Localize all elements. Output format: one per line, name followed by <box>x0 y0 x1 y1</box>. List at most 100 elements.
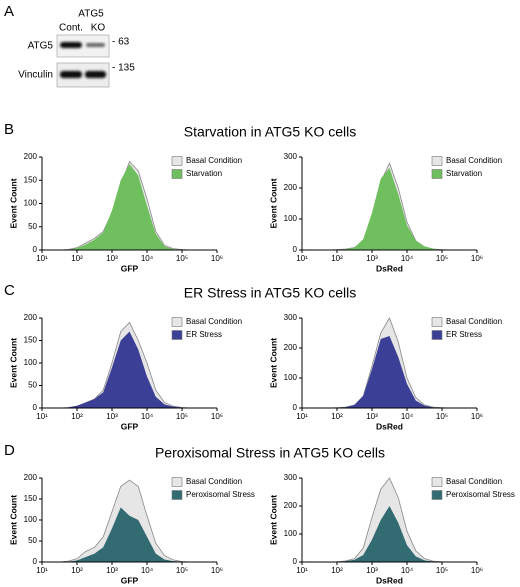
legend-swatch <box>171 169 183 179</box>
x-tick-label: 10² <box>71 412 83 421</box>
panel-label: D <box>4 442 15 459</box>
y-tick-label: 0 <box>293 557 298 566</box>
y-tick-label: 0 <box>293 245 298 254</box>
section-title: ER Stress in ATG5 KO cells <box>184 285 356 301</box>
y-axis-label: Event Count <box>8 178 18 228</box>
x-axis-label: GFP <box>121 575 139 585</box>
legend-swatch <box>431 169 443 179</box>
x-tick-label: 10⁵ <box>176 254 188 263</box>
x-tick-label: 10⁵ <box>436 412 448 421</box>
legend-label: Basal Condition <box>446 477 502 486</box>
legend-swatch <box>171 156 183 166</box>
x-tick-label: 10² <box>331 566 343 575</box>
legend-label: ER Stress <box>186 330 222 339</box>
x-tick-label: 10⁶ <box>471 566 483 575</box>
x-tick-label: 10³ <box>106 254 118 263</box>
histogram-area <box>319 336 460 408</box>
x-tick-label: 10⁶ <box>211 254 223 263</box>
y-tick-label: 300 <box>284 313 298 322</box>
histogram-area <box>319 167 460 250</box>
y-tick-label: 50 <box>28 381 37 390</box>
legend-swatch <box>171 330 183 340</box>
row-label: ATG5 <box>28 41 54 52</box>
y-tick-label: 150 <box>24 494 38 503</box>
y-tick-label: 300 <box>284 152 298 161</box>
legend-swatch <box>431 156 443 166</box>
section-title: Starvation in ATG5 KO cells <box>184 124 356 140</box>
x-axis-label: DsRed <box>376 575 403 585</box>
y-tick-label: 100 <box>284 214 298 223</box>
x-tick-label: 10¹ <box>296 412 308 421</box>
x-tick-label: 10³ <box>366 412 378 421</box>
x-axis-label: DsRed <box>376 263 403 273</box>
y-tick-label: 100 <box>284 373 298 382</box>
legend-label: Peroxisomal Stress <box>446 490 515 499</box>
legend-swatch <box>171 317 183 327</box>
x-axis-label: GFP <box>121 263 139 273</box>
y-tick-label: 0 <box>33 245 38 254</box>
section-title: Peroxisomal Stress in ATG5 KO cells <box>155 445 385 461</box>
blot-band <box>60 71 82 78</box>
lane-label: KO <box>91 23 106 34</box>
x-tick-label: 10⁴ <box>401 566 414 575</box>
y-tick-label: 200 <box>24 473 38 482</box>
x-tick-label: 10² <box>331 254 343 263</box>
panel-label: A <box>4 3 14 20</box>
x-tick-label: 10⁵ <box>436 566 448 575</box>
y-tick-label: 50 <box>28 536 37 545</box>
blot-header: ATG5 <box>78 9 104 20</box>
x-tick-label: 10¹ <box>36 566 48 575</box>
x-tick-label: 10⁴ <box>401 412 414 421</box>
y-tick-label: 200 <box>24 152 38 161</box>
x-tick-label: 10³ <box>106 412 118 421</box>
x-axis-label: DsRed <box>376 421 403 431</box>
legend-swatch <box>171 477 183 487</box>
histogram-area <box>319 506 460 562</box>
x-tick-label: 10⁶ <box>211 412 223 421</box>
legend-label: Basal Condition <box>186 477 242 486</box>
x-tick-label: 10⁶ <box>211 566 223 575</box>
x-tick-label: 10⁴ <box>141 254 154 263</box>
x-tick-label: 10⁵ <box>176 412 188 421</box>
legend-swatch <box>431 477 443 487</box>
x-tick-label: 10³ <box>366 254 378 263</box>
x-axis-label: GFP <box>121 421 139 431</box>
legend-label: Starvation <box>186 169 222 178</box>
y-tick-label: 0 <box>293 403 298 412</box>
histogram-area <box>59 507 200 562</box>
x-tick-label: 10¹ <box>296 566 308 575</box>
blot-band <box>60 42 82 48</box>
x-tick-label: 10⁴ <box>141 412 154 421</box>
x-tick-label: 10⁶ <box>471 254 483 263</box>
y-tick-label: 100 <box>284 529 298 538</box>
y-tick-label: 150 <box>24 175 38 184</box>
y-tick-label: 150 <box>24 336 38 345</box>
row-label: Vinculin <box>18 70 53 81</box>
legend-swatch <box>431 317 443 327</box>
legend-label: Basal Condition <box>186 317 242 326</box>
x-tick-label: 10¹ <box>36 412 48 421</box>
histogram-area <box>59 331 200 408</box>
y-axis-label: Event Count <box>268 338 278 388</box>
marker-label: - 63 <box>112 37 130 48</box>
legend-swatch <box>171 490 183 500</box>
blot-band <box>85 71 106 78</box>
marker-label: - 135 <box>112 63 135 74</box>
legend-swatch <box>431 330 443 340</box>
y-tick-label: 200 <box>284 343 298 352</box>
x-tick-label: 10⁴ <box>401 254 414 263</box>
blot-band <box>86 43 105 47</box>
y-tick-label: 50 <box>28 222 37 231</box>
y-tick-label: 100 <box>24 358 38 367</box>
panel-label: C <box>4 282 15 299</box>
y-tick-label: 200 <box>284 183 298 192</box>
legend-label: ER Stress <box>446 330 482 339</box>
x-tick-label: 10² <box>331 412 343 421</box>
x-tick-label: 10⁶ <box>471 412 483 421</box>
x-tick-label: 10³ <box>366 566 378 575</box>
blot-frame <box>56 34 110 58</box>
legend-label: Starvation <box>446 169 482 178</box>
x-tick-label: 10² <box>71 566 83 575</box>
x-tick-label: 10³ <box>106 566 118 575</box>
